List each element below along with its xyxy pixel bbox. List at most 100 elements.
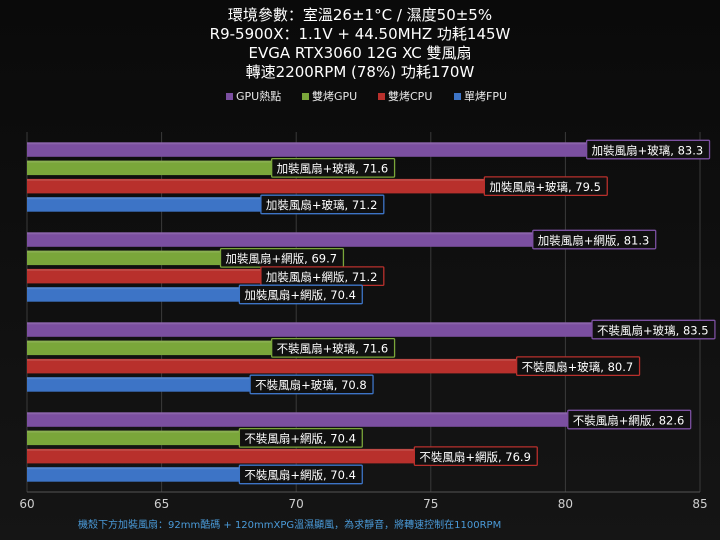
legend-item: 單烤FPU xyxy=(454,89,507,103)
bar xyxy=(27,358,585,374)
data-label-box xyxy=(483,176,608,197)
bar xyxy=(27,448,482,464)
data-label: 加裝風扇+玻璃, 79.5 xyxy=(483,176,608,197)
bar xyxy=(27,430,307,446)
x-tick-label: 85 xyxy=(692,497,707,511)
bars xyxy=(27,142,660,482)
bar-highlight xyxy=(27,268,329,271)
data-label: 加裝風扇+網版, 70.4 xyxy=(238,284,363,305)
footnote: 機殼下方加裝風扇：92mm酷碼 + 120mmXPG溫濕顯風，為求靜音，將轉速控… xyxy=(78,518,501,531)
bar-highlight xyxy=(27,178,552,181)
chart-title: 環境參數：室溫26±1°C / 濕度50±5%R9-5900X：1.1V + 4… xyxy=(210,6,511,81)
bar-highlight xyxy=(27,430,307,433)
data-label-box xyxy=(238,464,363,485)
title-line: 轉速2200RPM (78%) 功耗170W xyxy=(246,63,475,81)
data-label-text: 加裝風扇+玻璃, 71.6 xyxy=(277,162,389,176)
bar-highlight xyxy=(27,250,289,253)
data-label-box xyxy=(271,337,396,358)
bar-highlight xyxy=(27,232,601,235)
data-label-box xyxy=(271,157,396,178)
data-label-box xyxy=(532,229,657,250)
x-axis: 60 65 70 75 80 85 xyxy=(19,491,708,511)
data-label-box xyxy=(515,356,641,377)
legend-swatch xyxy=(302,93,309,100)
data-label: 不裝風扇+玻璃, 80.7 xyxy=(515,356,641,377)
data-label: 不裝風扇+網版, 76.9 xyxy=(413,446,538,467)
data-label-text: 不裝風扇+玻璃, 80.7 xyxy=(522,360,634,374)
bar-highlight xyxy=(27,377,318,380)
data-label: 加裝風扇+玻璃, 71.2 xyxy=(260,194,385,215)
legend-item: GPU熱點 xyxy=(226,90,281,103)
data-label: 不裝風扇+玻璃, 71.6 xyxy=(271,337,396,358)
title-line: 環境參數：室溫26±1°C / 濕度50±5% xyxy=(228,6,492,24)
data-label-box xyxy=(238,427,363,448)
data-label-text: 不裝風扇+網版, 76.9 xyxy=(419,450,531,464)
bar xyxy=(27,340,340,356)
x-tick-label: 75 xyxy=(423,497,438,511)
data-label-text: 不裝風扇+玻璃, 83.5 xyxy=(597,323,709,337)
data-label: 加裝風扇+網版, 69.7 xyxy=(219,247,345,268)
data-label-box xyxy=(413,446,538,467)
data-label-box xyxy=(249,374,374,395)
data-label-text: 加裝風扇+網版, 71.2 xyxy=(266,270,378,284)
data-label-text: 加裝風扇+玻璃, 71.2 xyxy=(266,198,378,212)
data-label: 加裝風扇+網版, 71.2 xyxy=(260,266,385,287)
data-label-box xyxy=(591,319,716,340)
x-tick-label: 65 xyxy=(154,497,169,511)
data-label: 不裝風扇+玻璃, 70.8 xyxy=(249,374,374,395)
bar-highlight xyxy=(27,197,329,200)
data-label-text: 不裝風扇+玻璃, 71.6 xyxy=(277,342,389,356)
data-label: 加裝風扇+玻璃, 71.6 xyxy=(271,157,396,178)
bar xyxy=(27,412,636,427)
bar xyxy=(27,142,655,157)
legend-swatch xyxy=(226,93,233,100)
bar-highlight xyxy=(27,412,636,415)
data-label: 加裝風扇+網版, 81.3 xyxy=(532,229,657,250)
legend-label: 單烤FPU xyxy=(464,89,507,103)
x-tick-label: 60 xyxy=(19,497,34,511)
data-label: 加裝風扇+玻璃, 83.3 xyxy=(585,139,711,160)
data-label-text: 不裝風扇+網版, 70.4 xyxy=(244,468,356,482)
x-tick-label: 70 xyxy=(289,497,304,511)
data-label-text: 加裝風扇+玻璃, 83.3 xyxy=(592,143,704,157)
bar-highlight xyxy=(27,322,660,325)
legend-swatch xyxy=(378,93,385,100)
bar xyxy=(27,178,552,194)
bar-highlight xyxy=(27,448,482,451)
bar-highlight xyxy=(27,142,655,145)
data-labels: 加裝風扇+玻璃, 83.3 加裝風扇+玻璃, 71.6 加裝風扇+玻璃, 79.5 加… xyxy=(219,139,716,485)
bar xyxy=(27,377,318,392)
bar-highlight xyxy=(27,467,307,470)
data-label-text: 加裝風扇+網版, 70.4 xyxy=(244,288,356,302)
data-label-box xyxy=(238,284,363,305)
bar-highlight xyxy=(27,340,340,343)
x-tick-label: 80 xyxy=(558,497,573,511)
data-label: 不裝風扇+網版, 70.4 xyxy=(238,464,363,485)
title-line: EVGA RTX3060 12G XC 雙風扇 xyxy=(248,44,471,62)
legend-label: 雙烤CPU xyxy=(388,89,432,103)
legend-label: 雙烤GPU xyxy=(312,89,357,103)
data-label-text: 加裝風扇+玻璃, 79.5 xyxy=(489,180,601,194)
bar xyxy=(27,287,307,302)
legend-label: GPU熱點 xyxy=(236,90,281,103)
data-label-text: 不裝風扇+玻璃, 70.8 xyxy=(255,378,367,392)
legend-item: 雙烤CPU xyxy=(378,89,432,103)
bar xyxy=(27,232,601,247)
data-label: 不裝風扇+網版, 70.4 xyxy=(238,427,363,448)
bar xyxy=(27,322,660,337)
data-label-box xyxy=(585,139,711,160)
bar-highlight xyxy=(27,287,307,290)
bar xyxy=(27,160,340,176)
bar xyxy=(27,268,329,284)
data-label-text: 加裝風扇+網版, 81.3 xyxy=(538,233,650,247)
title-line: R9-5900X：1.1V + 44.50MHZ 功耗145W xyxy=(210,25,511,43)
data-label-text: 加裝風扇+網版, 69.7 xyxy=(226,252,338,266)
data-label: 不裝風扇+網版, 82.6 xyxy=(567,409,692,430)
data-label: 不裝風扇+玻璃, 83.5 xyxy=(591,319,716,340)
bar xyxy=(27,197,329,212)
data-label-box xyxy=(260,194,385,215)
data-label-box xyxy=(567,409,692,430)
legend: GPU熱點 雙烤GPU 雙烤CPU 單烤FPU xyxy=(226,89,507,103)
bar xyxy=(27,467,307,482)
